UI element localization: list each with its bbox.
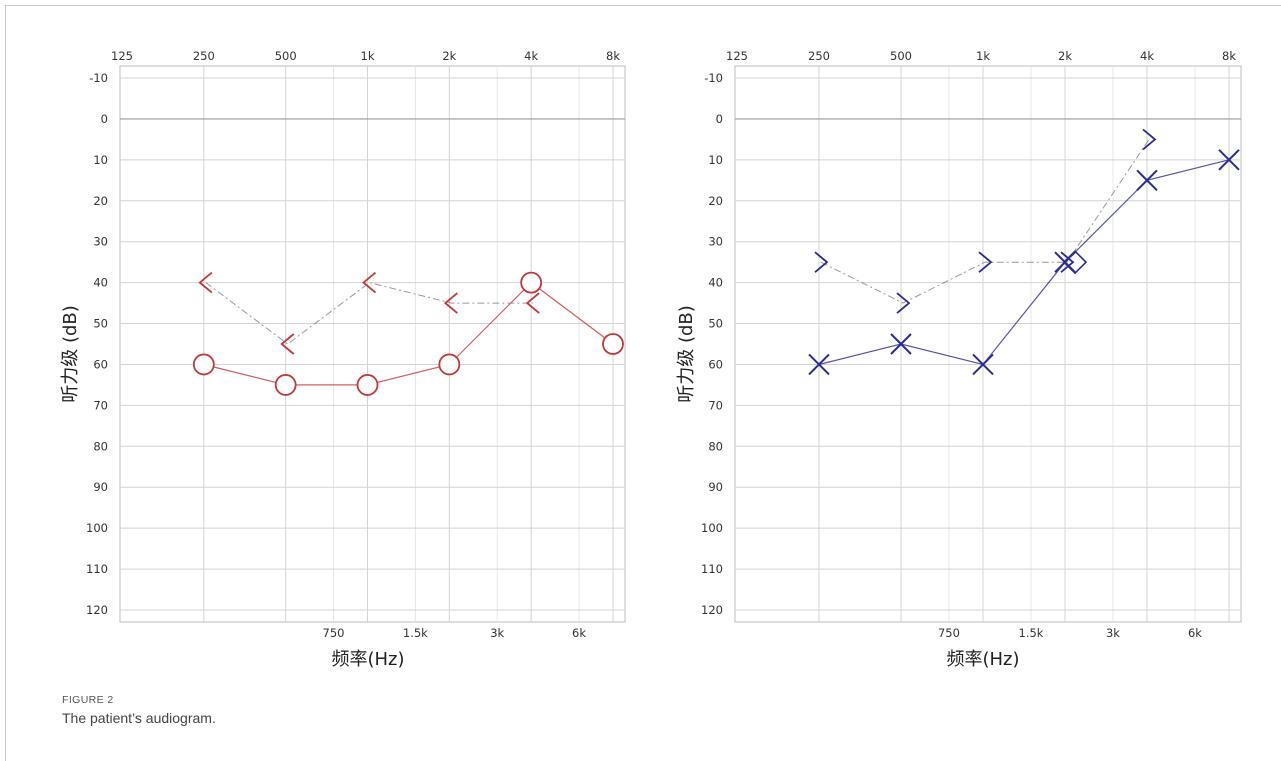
marker-bracket-right <box>978 251 993 273</box>
y-tick-label: 80 <box>708 439 723 453</box>
x-top-tick-label: 8k <box>1222 49 1236 63</box>
figure-label: FIGURE 2 <box>62 694 114 706</box>
y-tick-label: 50 <box>708 317 723 331</box>
x-top-tick-label: 250 <box>193 49 215 63</box>
y-tick-label: 80 <box>93 439 108 453</box>
marker-circle <box>356 374 379 396</box>
marker-bracket-left <box>198 271 213 294</box>
marker-bracket-left <box>280 333 295 355</box>
y-tick-label: 10 <box>708 153 723 167</box>
y-tick-label: 30 <box>93 235 108 249</box>
series-line <box>205 282 534 345</box>
marker-circle <box>192 353 215 376</box>
marker-bracket-left <box>525 292 540 314</box>
y-tick-label: 60 <box>93 357 108 371</box>
x-axis-title: 频率(Hz) <box>331 649 404 670</box>
x-top-tick-label: 2k <box>442 49 456 63</box>
marker-bracket-right <box>1060 251 1075 273</box>
figure-frame <box>5 5 1281 761</box>
x-top-tick-label: 500 <box>275 49 297 63</box>
x-top-tick-label: 500 <box>890 49 912 63</box>
x-top-tick-label: 1k <box>361 49 375 63</box>
marker-diamond <box>1062 250 1088 275</box>
x-axis-title: 频率(Hz) <box>946 649 1019 670</box>
marker-bracket-left <box>443 292 458 314</box>
x-bottom-tick-label: 6k <box>572 626 586 640</box>
marker-circle <box>438 353 461 376</box>
x-top-tick-label: 125 <box>111 49 133 63</box>
marker-cross <box>1218 149 1240 171</box>
y-tick-label: 120 <box>86 603 108 617</box>
plot-border <box>119 65 626 623</box>
x-bottom-tick-label: 750 <box>323 626 345 640</box>
x-top-tick-label: 4k <box>1140 49 1154 63</box>
x-top-tick-label: 2k <box>1058 49 1072 63</box>
y-tick-label: 20 <box>708 194 723 208</box>
x-bottom-tick-label: 3k <box>1106 626 1120 640</box>
y-tick-label: 110 <box>701 562 723 576</box>
y-tick-label: 0 <box>716 112 723 126</box>
x-top-tick-label: 1k <box>976 49 990 63</box>
marker-cross <box>1136 169 1158 192</box>
marker-circle <box>274 374 297 396</box>
audiogram-panel-1: 125 250 500 1k 2k 4k 8k 750 1.5k 3k 6k -10 0 10 20 30 40… <box>60 49 626 670</box>
marker-bracket-left <box>362 271 377 294</box>
series-line <box>818 159 1230 366</box>
series-line <box>203 281 614 386</box>
audiogram-panel-2: 125 250 500 1k 2k 4k 8k 750 1.5k 3k 6k -10 0 10 20 30 40… <box>676 49 1242 670</box>
y-tick-label: 70 <box>708 398 723 412</box>
x-top-tick-label: 8k <box>606 49 620 63</box>
y-tick-label: 50 <box>93 317 108 331</box>
y-tick-label: 110 <box>86 562 108 576</box>
x-top-tick-label: 250 <box>808 49 830 63</box>
marker-bracket-right <box>1142 128 1157 151</box>
y-tick-label: 100 <box>86 521 108 535</box>
x-bottom-tick-label: 3k <box>490 626 504 640</box>
x-top-tick-label: 4k <box>524 49 538 63</box>
series-line <box>820 139 1150 304</box>
y-tick-label: 20 <box>93 194 108 208</box>
marker-cross <box>890 333 912 355</box>
marker-bracket-right <box>814 251 829 273</box>
plot-border <box>734 65 1242 623</box>
y-tick-label: -10 <box>89 71 108 85</box>
marker-circle <box>602 333 624 355</box>
x-top-tick-label: 125 <box>726 49 748 63</box>
y-tick-label: 10 <box>93 153 108 167</box>
x-bottom-tick-label: 750 <box>938 626 960 640</box>
marker-cross <box>808 353 830 376</box>
x-bottom-tick-label: 1.5k <box>1018 626 1043 640</box>
y-tick-label: 60 <box>708 357 723 371</box>
y-tick-label: -10 <box>704 71 723 85</box>
marker-cross <box>972 353 994 376</box>
figure-caption: The patient’s audiogram. <box>62 710 216 726</box>
marker-circle <box>520 271 543 294</box>
y-tick-label: 90 <box>93 480 108 494</box>
marker-bracket-right <box>896 292 911 314</box>
x-bottom-tick-label: 1.5k <box>403 626 428 640</box>
y-tick-label: 70 <box>93 398 108 412</box>
x-bottom-tick-label: 6k <box>1188 626 1202 640</box>
y-tick-label: 40 <box>708 276 723 290</box>
y-tick-label: 90 <box>708 480 723 494</box>
y-tick-label: 40 <box>93 276 108 290</box>
y-axis-title: 听力级 (dB) <box>676 305 697 403</box>
y-tick-label: 30 <box>708 235 723 249</box>
y-axis-title: 听力级 (dB) <box>60 305 81 403</box>
y-tick-label: 100 <box>701 521 723 535</box>
y-tick-label: 120 <box>701 603 723 617</box>
y-tick-label: 0 <box>101 112 108 126</box>
